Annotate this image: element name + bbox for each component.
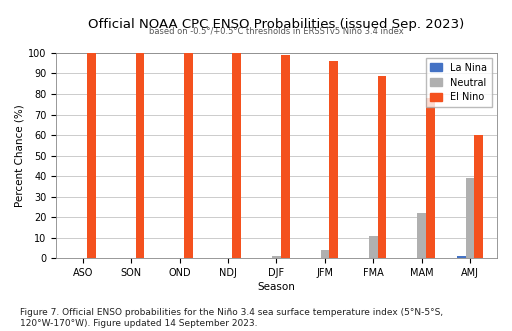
Bar: [369, 236, 378, 258]
Bar: [475, 135, 483, 258]
Bar: [321, 250, 329, 258]
Bar: [378, 75, 387, 258]
Bar: [329, 61, 338, 258]
Bar: [457, 256, 466, 258]
Bar: [184, 53, 193, 258]
Bar: [417, 213, 426, 258]
Y-axis label: Percent Chance (%): Percent Chance (%): [14, 104, 24, 207]
Bar: [466, 178, 475, 258]
X-axis label: Season: Season: [258, 282, 295, 292]
Text: based on -0.5°/+0.5°C thresholds in ERSSTv5 Niño 3.4 index: based on -0.5°/+0.5°C thresholds in ERSS…: [149, 26, 404, 35]
Bar: [87, 53, 96, 258]
Bar: [232, 53, 241, 258]
Text: Figure 7. Official ENSO probabilities for the Niño 3.4 sea surface temperature i: Figure 7. Official ENSO probabilities fo…: [20, 308, 443, 328]
Bar: [426, 98, 435, 258]
Bar: [136, 53, 144, 258]
Bar: [281, 55, 290, 258]
Title: Official NOAA CPC ENSO Probabilities (issued Sep. 2023): Official NOAA CPC ENSO Probabilities (is…: [89, 18, 464, 31]
Legend: La Nina, Neutral, El Nino: La Nina, Neutral, El Nino: [425, 58, 492, 107]
Bar: [272, 256, 281, 258]
